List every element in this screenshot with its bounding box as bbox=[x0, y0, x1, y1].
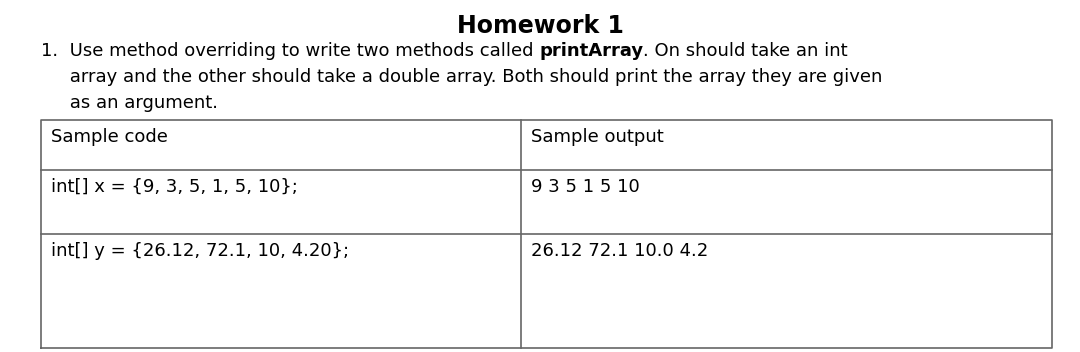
Text: 26.12 72.1 10.0 4.2: 26.12 72.1 10.0 4.2 bbox=[531, 242, 708, 260]
Text: Sample output: Sample output bbox=[531, 128, 664, 146]
Text: int[] x = {9, 3, 5, 1, 5, 10};: int[] x = {9, 3, 5, 1, 5, 10}; bbox=[51, 178, 298, 196]
Text: . On should take an int: . On should take an int bbox=[644, 42, 848, 60]
Text: Sample code: Sample code bbox=[51, 128, 167, 146]
Text: int[] y = {26.12, 72.1, 10, 4.20};: int[] y = {26.12, 72.1, 10, 4.20}; bbox=[51, 242, 349, 260]
Text: 9 3 5 1 5 10: 9 3 5 1 5 10 bbox=[531, 178, 640, 196]
Text: as an argument.: as an argument. bbox=[41, 94, 218, 112]
Text: Homework 1: Homework 1 bbox=[457, 14, 623, 38]
Text: array and the other should take a double array. Both should print the array they: array and the other should take a double… bbox=[41, 68, 882, 86]
Text: 1.  Use method overriding to write two methods called: 1. Use method overriding to write two me… bbox=[41, 42, 539, 60]
Text: printArray: printArray bbox=[539, 42, 644, 60]
